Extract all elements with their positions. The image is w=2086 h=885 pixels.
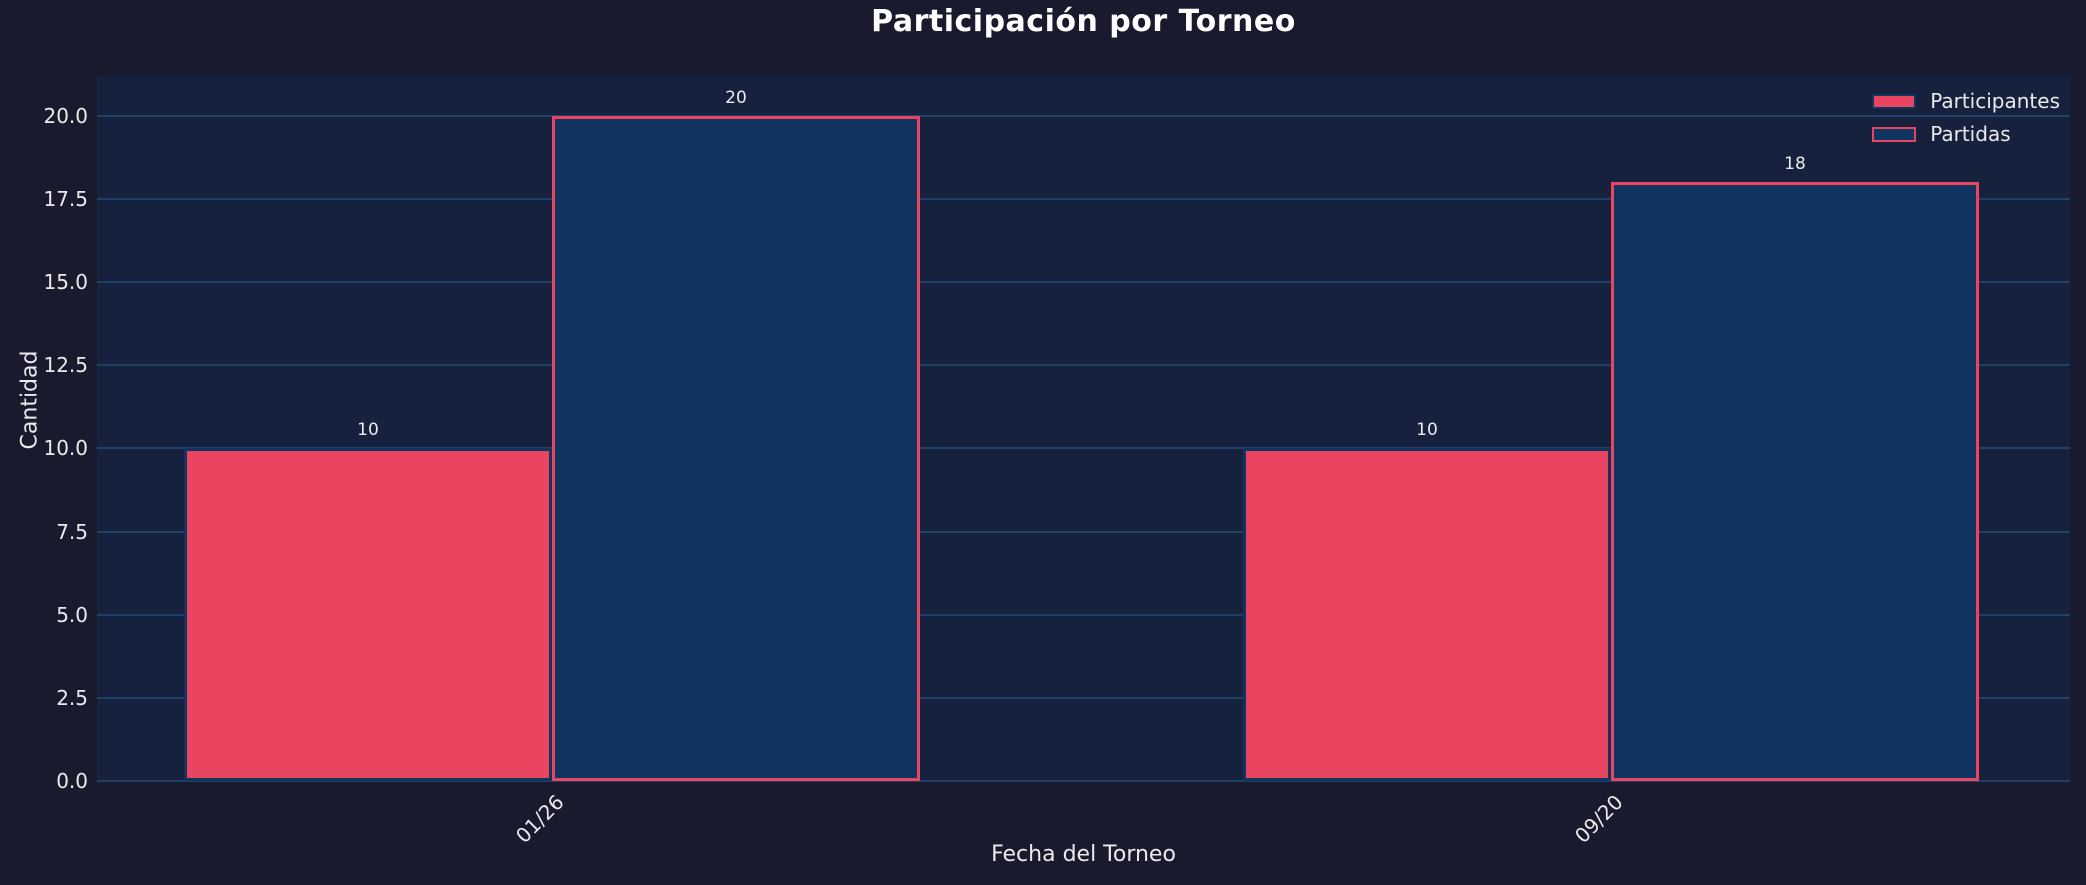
legend-item-participantes: Participantes <box>1872 88 2060 114</box>
gridline <box>97 198 2070 201</box>
x-axis-label: Fecha del Torneo <box>991 842 1176 867</box>
legend-item-partidas: Partidas <box>1872 121 2060 147</box>
legend-label: Partidas <box>1930 122 2011 146</box>
bar-participantes-01-26 <box>184 448 552 781</box>
gridline <box>97 530 2070 533</box>
legend-swatch-icon <box>1872 93 1917 109</box>
gridline <box>97 281 2070 284</box>
gridline <box>97 780 2070 782</box>
x-tick-label: 01/26 <box>511 790 569 848</box>
plot-area: 10 10 20 18 Participantes Partidas <box>97 76 2070 782</box>
gridline <box>97 364 2070 367</box>
y-axis-label: Cantidad <box>17 350 43 450</box>
legend-swatch-icon <box>1872 126 1917 142</box>
y-tick-label: 15.0 <box>43 270 88 295</box>
gridline <box>97 613 2070 616</box>
bar-partidas-01-26 <box>552 115 920 781</box>
bar-partidas-09-20 <box>1611 182 1979 781</box>
bar-value-label: 10 <box>357 420 379 441</box>
y-tick-label: 20.0 <box>43 103 88 128</box>
gridline <box>97 114 2070 117</box>
chart-title: Participación por Torneo <box>871 4 1296 39</box>
y-tick-label: 17.5 <box>43 187 88 212</box>
y-tick-label: 2.5 <box>56 685 88 710</box>
bar-participantes-09-20 <box>1243 448 1611 781</box>
x-tick-label: 09/20 <box>1570 790 1628 848</box>
y-tick-label: 0.0 <box>56 769 88 793</box>
y-tick-label: 7.5 <box>56 519 88 544</box>
legend-label: Participantes <box>1930 89 2060 113</box>
y-tick-label: 5.0 <box>56 602 88 627</box>
y-tick-label: 10.0 <box>43 436 88 461</box>
bar-value-label: 18 <box>1784 154 1806 175</box>
gridline <box>97 447 2070 450</box>
bar-value-label: 20 <box>725 87 747 108</box>
bar-value-label: 10 <box>1416 420 1438 441</box>
legend: Participantes Partidas <box>1872 88 2060 154</box>
gridline <box>97 696 2070 699</box>
y-tick-label: 12.5 <box>43 353 88 378</box>
